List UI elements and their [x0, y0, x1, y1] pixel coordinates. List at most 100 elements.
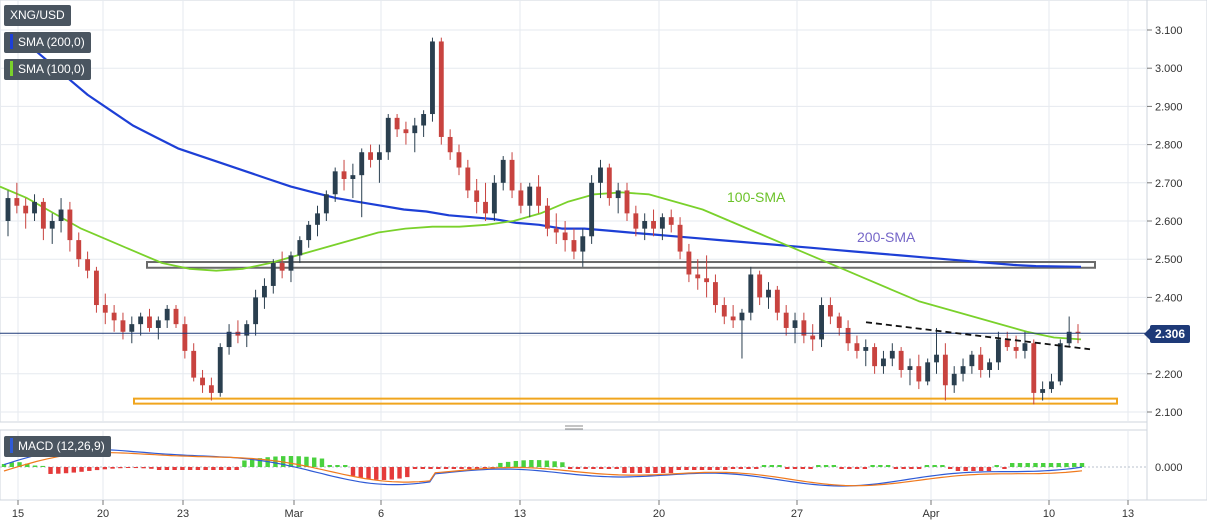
macd-histogram-bar: [878, 465, 883, 467]
candle: [359, 148, 365, 218]
candle: [1057, 339, 1063, 386]
candle-body: [721, 305, 727, 317]
x-tick-label: 15: [12, 508, 24, 520]
candle-body: [394, 117, 400, 130]
candle: [182, 316, 188, 359]
candle-body: [412, 125, 418, 134]
macd-histogram-bar: [598, 467, 604, 469]
macd-histogram-bar: [955, 467, 961, 471]
candle: [111, 305, 117, 332]
candle-body: [49, 221, 55, 229]
symbol-label[interactable]: XNG/USD: [4, 5, 71, 26]
candle: [262, 278, 267, 309]
candle-body: [571, 240, 577, 252]
macd-histogram-bar: [451, 467, 457, 469]
candle-body: [1022, 343, 1028, 351]
candle-body: [85, 259, 91, 271]
candle-body: [677, 224, 683, 252]
macd-histogram-bar: [653, 467, 658, 473]
x-tick-label: 27: [791, 508, 803, 520]
macd-histogram-bar: [304, 456, 309, 467]
macd-histogram-bar: [428, 467, 433, 469]
candle: [306, 221, 312, 248]
candle: [1013, 335, 1019, 359]
candle-body: [288, 255, 294, 271]
macd-pane-frame: [0, 429, 1148, 501]
candle-body: [58, 209, 64, 221]
macd-histogram-bar: [374, 467, 379, 480]
candle: [960, 358, 966, 382]
resistance-zone: [146, 261, 1096, 269]
indicator-sma200[interactable]: SMA (200,0): [4, 32, 91, 53]
macd-histogram-bar: [707, 467, 712, 470]
macd-histogram-bar: [17, 462, 22, 467]
macd-histogram-bar: [164, 467, 170, 470]
y-tick-label: 2.800: [1155, 140, 1183, 152]
macd-histogram-bar: [56, 467, 61, 474]
macd-histogram-bar: [288, 456, 294, 467]
macd-histogram-bar: [831, 465, 837, 467]
candle-body: [491, 182, 497, 214]
macd-histogram-bar: [963, 467, 968, 471]
candle: [1066, 316, 1072, 348]
candle: [120, 312, 126, 340]
resistance-trendline: [865, 321, 1091, 351]
y-tick-label: 2.400: [1155, 292, 1183, 304]
main-pane-frame: [0, 0, 1148, 423]
macd-histogram-bar: [156, 467, 162, 470]
candle: [801, 312, 807, 344]
candle-body: [942, 354, 948, 386]
candle-body: [93, 270, 99, 306]
macd-histogram-bar: [505, 461, 511, 467]
candle-body: [642, 221, 648, 229]
macd-histogram-bar: [9, 462, 14, 467]
macd-label[interactable]: MACD (12,26,9): [4, 436, 111, 457]
macd-histogram-bar: [792, 467, 798, 469]
sma100-swatch: [10, 61, 13, 77]
candle-body: [341, 171, 347, 179]
x-tick-label: Apr: [922, 508, 939, 520]
candle-body: [686, 251, 692, 275]
y-tick-label: 2.600: [1155, 216, 1183, 228]
macd-histogram-bar: [498, 462, 503, 467]
candle: [748, 266, 754, 321]
macd-histogram-bar: [629, 467, 635, 473]
macd-histogram-bar: [560, 462, 565, 467]
candle-body: [430, 41, 435, 115]
macd-histogram-bar: [715, 467, 720, 470]
candle-body: [969, 354, 975, 367]
candle-body: [200, 377, 205, 386]
candle: [536, 175, 542, 214]
y-tick-label: 2.700: [1155, 178, 1183, 190]
macd-histogram-bar: [529, 460, 534, 467]
macd-histogram-bar: [110, 467, 115, 469]
candle-body: [748, 274, 754, 313]
candle: [774, 285, 780, 321]
candle: [40, 198, 46, 241]
candle-body: [315, 213, 320, 225]
zones: [133, 261, 1118, 405]
candle-body: [111, 312, 117, 321]
candle: [580, 228, 586, 267]
candle: [695, 259, 701, 290]
candle-body: [323, 194, 329, 214]
candle-body: [376, 152, 382, 160]
candle: [942, 343, 948, 401]
candle-body: [1004, 339, 1010, 348]
indicator-sma100[interactable]: SMA (100,0): [4, 59, 91, 80]
candle: [951, 366, 957, 393]
macd-histogram-bar: [436, 467, 441, 469]
candle: [14, 182, 20, 214]
macd-histogram-bar: [870, 465, 875, 467]
candle: [925, 358, 931, 386]
candle: [226, 324, 232, 355]
candle-body: [527, 186, 533, 206]
candle-body: [810, 335, 816, 340]
candle: [730, 305, 736, 328]
candle-body: [925, 362, 931, 382]
candle: [1040, 381, 1046, 401]
macd-histogram-bar: [149, 467, 154, 469]
candle: [898, 347, 904, 378]
macd-histogram-bar: [218, 467, 224, 470]
macd-histogram-bar: [986, 467, 992, 471]
